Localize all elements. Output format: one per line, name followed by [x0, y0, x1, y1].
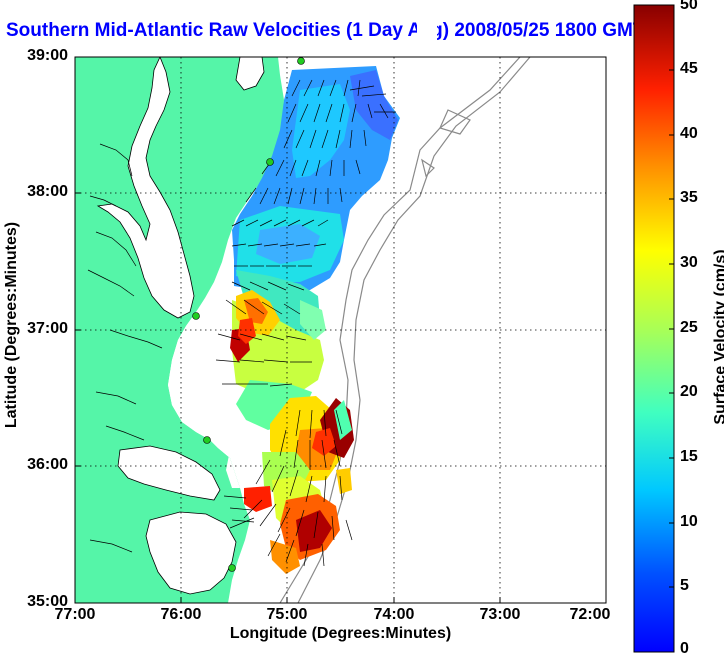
y-tick-label: 39:00 — [27, 47, 68, 64]
x-tick-label: 77:00 — [54, 606, 96, 623]
colorbar — [633, 4, 675, 653]
colorbar-tick-label: 40 — [680, 125, 698, 142]
colorbar-tick-label: 5 — [680, 577, 689, 594]
colorbar-tick-label: 0 — [680, 640, 689, 657]
x-tick-label: 76:00 — [160, 606, 202, 623]
colorbar-tick-label: 30 — [680, 254, 698, 271]
colorbar-ticks — [669, 69, 674, 588]
velocity-arrows — [215, 79, 396, 567]
coastal-water — [168, 298, 244, 488]
station-marker — [228, 564, 236, 572]
colorbar-tick-label: 10 — [680, 513, 698, 530]
y-tick-label: 36:00 — [27, 456, 68, 473]
colorbar-tick-label: 15 — [680, 448, 698, 465]
y-tick-label: 35:00 — [27, 593, 68, 610]
colorbar-tick-label: 20 — [680, 383, 698, 400]
axis-ticks — [75, 192, 501, 603]
grid-lines — [75, 57, 606, 603]
pamlico-sound — [145, 511, 237, 595]
x-tick-label: 75:00 — [266, 606, 308, 623]
delaware-bay — [235, 57, 265, 91]
map-title: Southern Mid-Atlantic Raw Velocities (1 … — [6, 20, 645, 41]
colorbar-tick-label: 25 — [680, 319, 698, 336]
colorbar-tick-label: 35 — [680, 189, 698, 206]
y-tick-label: 37:00 — [27, 320, 68, 337]
colorbar-label: Surface Velocity (cm/s) — [712, 249, 724, 425]
colorbar-overlap — [417, 17, 437, 45]
x-axis-label: Longitude (Degrees:Minutes) — [229, 625, 452, 642]
x-tick-label: 74:00 — [373, 606, 415, 623]
albemarle-sound — [117, 445, 221, 501]
x-tick-label: 72:00 — [569, 606, 611, 623]
station-marker — [192, 312, 200, 320]
station-marker — [297, 57, 305, 65]
station-marker — [266, 158, 274, 166]
y-axis-label: Latitude (Degrees:Minutes) — [3, 221, 20, 429]
y-tick-label: 38:00 — [27, 183, 68, 200]
colorbar-tick-label: 45 — [680, 60, 698, 77]
x-tick-label: 73:00 — [479, 606, 521, 623]
rivers — [87, 143, 163, 553]
colorbar-tick-label: 50 — [680, 0, 698, 13]
chesapeake-bay — [96, 57, 195, 319]
station-marker — [203, 436, 211, 444]
velocity-field — [230, 66, 400, 574]
